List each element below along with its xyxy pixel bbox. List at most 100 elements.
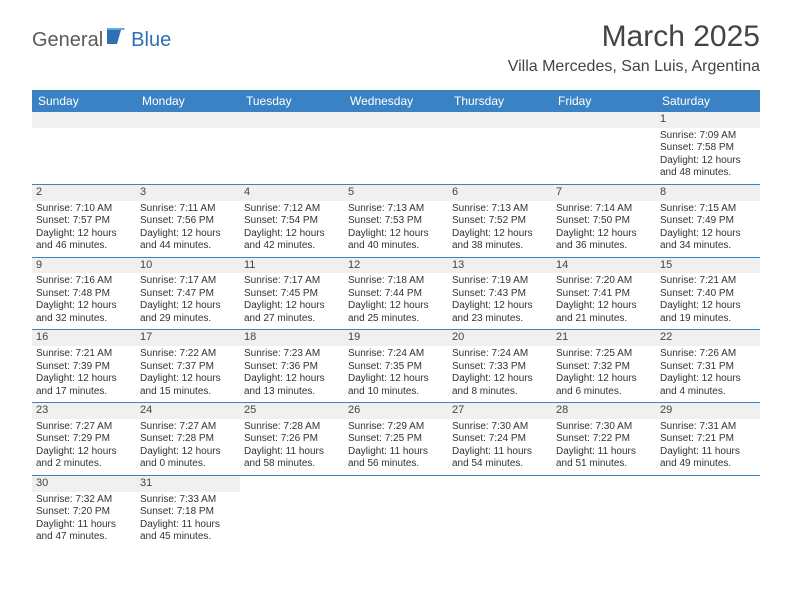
sunset-text: Sunset: 7:20 PM bbox=[36, 506, 132, 519]
weekday-label: Tuesday bbox=[240, 90, 344, 112]
day-cell bbox=[344, 476, 448, 548]
weekday-label: Friday bbox=[552, 90, 656, 112]
day-cell: 24Sunrise: 7:27 AMSunset: 7:28 PMDayligh… bbox=[136, 403, 240, 475]
daylight-text: Daylight: 12 hours and 19 minutes. bbox=[660, 300, 756, 325]
day-cell bbox=[552, 112, 656, 184]
sunset-text: Sunset: 7:24 PM bbox=[452, 433, 548, 446]
sunrise-text: Sunrise: 7:17 AM bbox=[140, 275, 236, 288]
day-number: 22 bbox=[656, 330, 760, 346]
day-cell bbox=[448, 476, 552, 548]
day-cell: 22Sunrise: 7:26 AMSunset: 7:31 PMDayligh… bbox=[656, 330, 760, 402]
daylight-text: Daylight: 11 hours and 58 minutes. bbox=[244, 446, 340, 471]
daylight-text: Daylight: 12 hours and 2 minutes. bbox=[36, 446, 132, 471]
daylight-text: Daylight: 12 hours and 6 minutes. bbox=[556, 373, 652, 398]
day-cell bbox=[240, 476, 344, 548]
day-number: 24 bbox=[136, 403, 240, 419]
sunrise-text: Sunrise: 7:21 AM bbox=[660, 275, 756, 288]
daylight-text: Daylight: 12 hours and 34 minutes. bbox=[660, 228, 756, 253]
sunset-text: Sunset: 7:58 PM bbox=[660, 142, 756, 155]
day-cell: 27Sunrise: 7:30 AMSunset: 7:24 PMDayligh… bbox=[448, 403, 552, 475]
day-number: 11 bbox=[240, 258, 344, 274]
sunrise-text: Sunrise: 7:33 AM bbox=[140, 494, 236, 507]
sunset-text: Sunset: 7:26 PM bbox=[244, 433, 340, 446]
day-number: 20 bbox=[448, 330, 552, 346]
daylight-text: Daylight: 12 hours and 13 minutes. bbox=[244, 373, 340, 398]
daylight-text: Daylight: 12 hours and 23 minutes. bbox=[452, 300, 548, 325]
weekday-header: Sunday Monday Tuesday Wednesday Thursday… bbox=[32, 90, 760, 112]
sunrise-text: Sunrise: 7:24 AM bbox=[452, 348, 548, 361]
week-row: 23Sunrise: 7:27 AMSunset: 7:29 PMDayligh… bbox=[32, 403, 760, 476]
weekday-label: Wednesday bbox=[344, 90, 448, 112]
daylight-text: Daylight: 12 hours and 15 minutes. bbox=[140, 373, 236, 398]
sunrise-text: Sunrise: 7:25 AM bbox=[556, 348, 652, 361]
day-cell: 19Sunrise: 7:24 AMSunset: 7:35 PMDayligh… bbox=[344, 330, 448, 402]
day-cell bbox=[32, 112, 136, 184]
sunset-text: Sunset: 7:50 PM bbox=[556, 215, 652, 228]
daylight-text: Daylight: 12 hours and 48 minutes. bbox=[660, 155, 756, 180]
sunrise-text: Sunrise: 7:13 AM bbox=[452, 203, 548, 216]
sunrise-text: Sunrise: 7:32 AM bbox=[36, 494, 132, 507]
day-cell: 12Sunrise: 7:18 AMSunset: 7:44 PMDayligh… bbox=[344, 258, 448, 330]
weekday-label: Thursday bbox=[448, 90, 552, 112]
week-row: 2Sunrise: 7:10 AMSunset: 7:57 PMDaylight… bbox=[32, 185, 760, 258]
day-number: 13 bbox=[448, 258, 552, 274]
day-number: 2 bbox=[32, 185, 136, 201]
day-number: 28 bbox=[552, 403, 656, 419]
location-subtitle: Villa Mercedes, San Luis, Argentina bbox=[508, 58, 760, 76]
day-cell: 25Sunrise: 7:28 AMSunset: 7:26 PMDayligh… bbox=[240, 403, 344, 475]
day-cell bbox=[448, 112, 552, 184]
day-number: 15 bbox=[656, 258, 760, 274]
sunset-text: Sunset: 7:40 PM bbox=[660, 288, 756, 301]
day-cell: 17Sunrise: 7:22 AMSunset: 7:37 PMDayligh… bbox=[136, 330, 240, 402]
day-cell: 9Sunrise: 7:16 AMSunset: 7:48 PMDaylight… bbox=[32, 258, 136, 330]
daylight-text: Daylight: 11 hours and 54 minutes. bbox=[452, 446, 548, 471]
sunrise-text: Sunrise: 7:18 AM bbox=[348, 275, 444, 288]
sunrise-text: Sunrise: 7:31 AM bbox=[660, 421, 756, 434]
day-cell: 16Sunrise: 7:21 AMSunset: 7:39 PMDayligh… bbox=[32, 330, 136, 402]
daylight-text: Daylight: 11 hours and 45 minutes. bbox=[140, 519, 236, 544]
day-number bbox=[552, 112, 656, 128]
day-number: 4 bbox=[240, 185, 344, 201]
week-row: 30Sunrise: 7:32 AMSunset: 7:20 PMDayligh… bbox=[32, 476, 760, 548]
day-number bbox=[448, 112, 552, 128]
week-row: 9Sunrise: 7:16 AMSunset: 7:48 PMDaylight… bbox=[32, 258, 760, 331]
sunset-text: Sunset: 7:53 PM bbox=[348, 215, 444, 228]
sunset-text: Sunset: 7:33 PM bbox=[452, 361, 548, 374]
day-cell: 14Sunrise: 7:20 AMSunset: 7:41 PMDayligh… bbox=[552, 258, 656, 330]
sunset-text: Sunset: 7:52 PM bbox=[452, 215, 548, 228]
daylight-text: Daylight: 12 hours and 10 minutes. bbox=[348, 373, 444, 398]
day-cell: 15Sunrise: 7:21 AMSunset: 7:40 PMDayligh… bbox=[656, 258, 760, 330]
day-number: 27 bbox=[448, 403, 552, 419]
daylight-text: Daylight: 12 hours and 46 minutes. bbox=[36, 228, 132, 253]
day-number: 7 bbox=[552, 185, 656, 201]
sunrise-text: Sunrise: 7:20 AM bbox=[556, 275, 652, 288]
sunset-text: Sunset: 7:31 PM bbox=[660, 361, 756, 374]
daylight-text: Daylight: 12 hours and 4 minutes. bbox=[660, 373, 756, 398]
day-cell: 18Sunrise: 7:23 AMSunset: 7:36 PMDayligh… bbox=[240, 330, 344, 402]
page-header: General Blue March 2025 Villa Mercedes, … bbox=[0, 0, 792, 84]
day-number: 18 bbox=[240, 330, 344, 346]
daylight-text: Daylight: 11 hours and 56 minutes. bbox=[348, 446, 444, 471]
day-cell: 11Sunrise: 7:17 AMSunset: 7:45 PMDayligh… bbox=[240, 258, 344, 330]
day-number bbox=[136, 112, 240, 128]
day-cell: 13Sunrise: 7:19 AMSunset: 7:43 PMDayligh… bbox=[448, 258, 552, 330]
daylight-text: Daylight: 12 hours and 42 minutes. bbox=[244, 228, 340, 253]
day-number: 25 bbox=[240, 403, 344, 419]
day-cell: 6Sunrise: 7:13 AMSunset: 7:52 PMDaylight… bbox=[448, 185, 552, 257]
day-cell bbox=[240, 112, 344, 184]
brand-part2: Blue bbox=[131, 29, 171, 52]
day-number: 21 bbox=[552, 330, 656, 346]
day-cell: 8Sunrise: 7:15 AMSunset: 7:49 PMDaylight… bbox=[656, 185, 760, 257]
day-number: 12 bbox=[344, 258, 448, 274]
day-number: 26 bbox=[344, 403, 448, 419]
daylight-text: Daylight: 12 hours and 38 minutes. bbox=[452, 228, 548, 253]
sunset-text: Sunset: 7:29 PM bbox=[36, 433, 132, 446]
day-number: 9 bbox=[32, 258, 136, 274]
sunset-text: Sunset: 7:43 PM bbox=[452, 288, 548, 301]
day-cell: 30Sunrise: 7:32 AMSunset: 7:20 PMDayligh… bbox=[32, 476, 136, 548]
day-cell: 21Sunrise: 7:25 AMSunset: 7:32 PMDayligh… bbox=[552, 330, 656, 402]
sunset-text: Sunset: 7:44 PM bbox=[348, 288, 444, 301]
day-number: 14 bbox=[552, 258, 656, 274]
brand-part1: General bbox=[32, 29, 103, 52]
day-number bbox=[344, 112, 448, 128]
